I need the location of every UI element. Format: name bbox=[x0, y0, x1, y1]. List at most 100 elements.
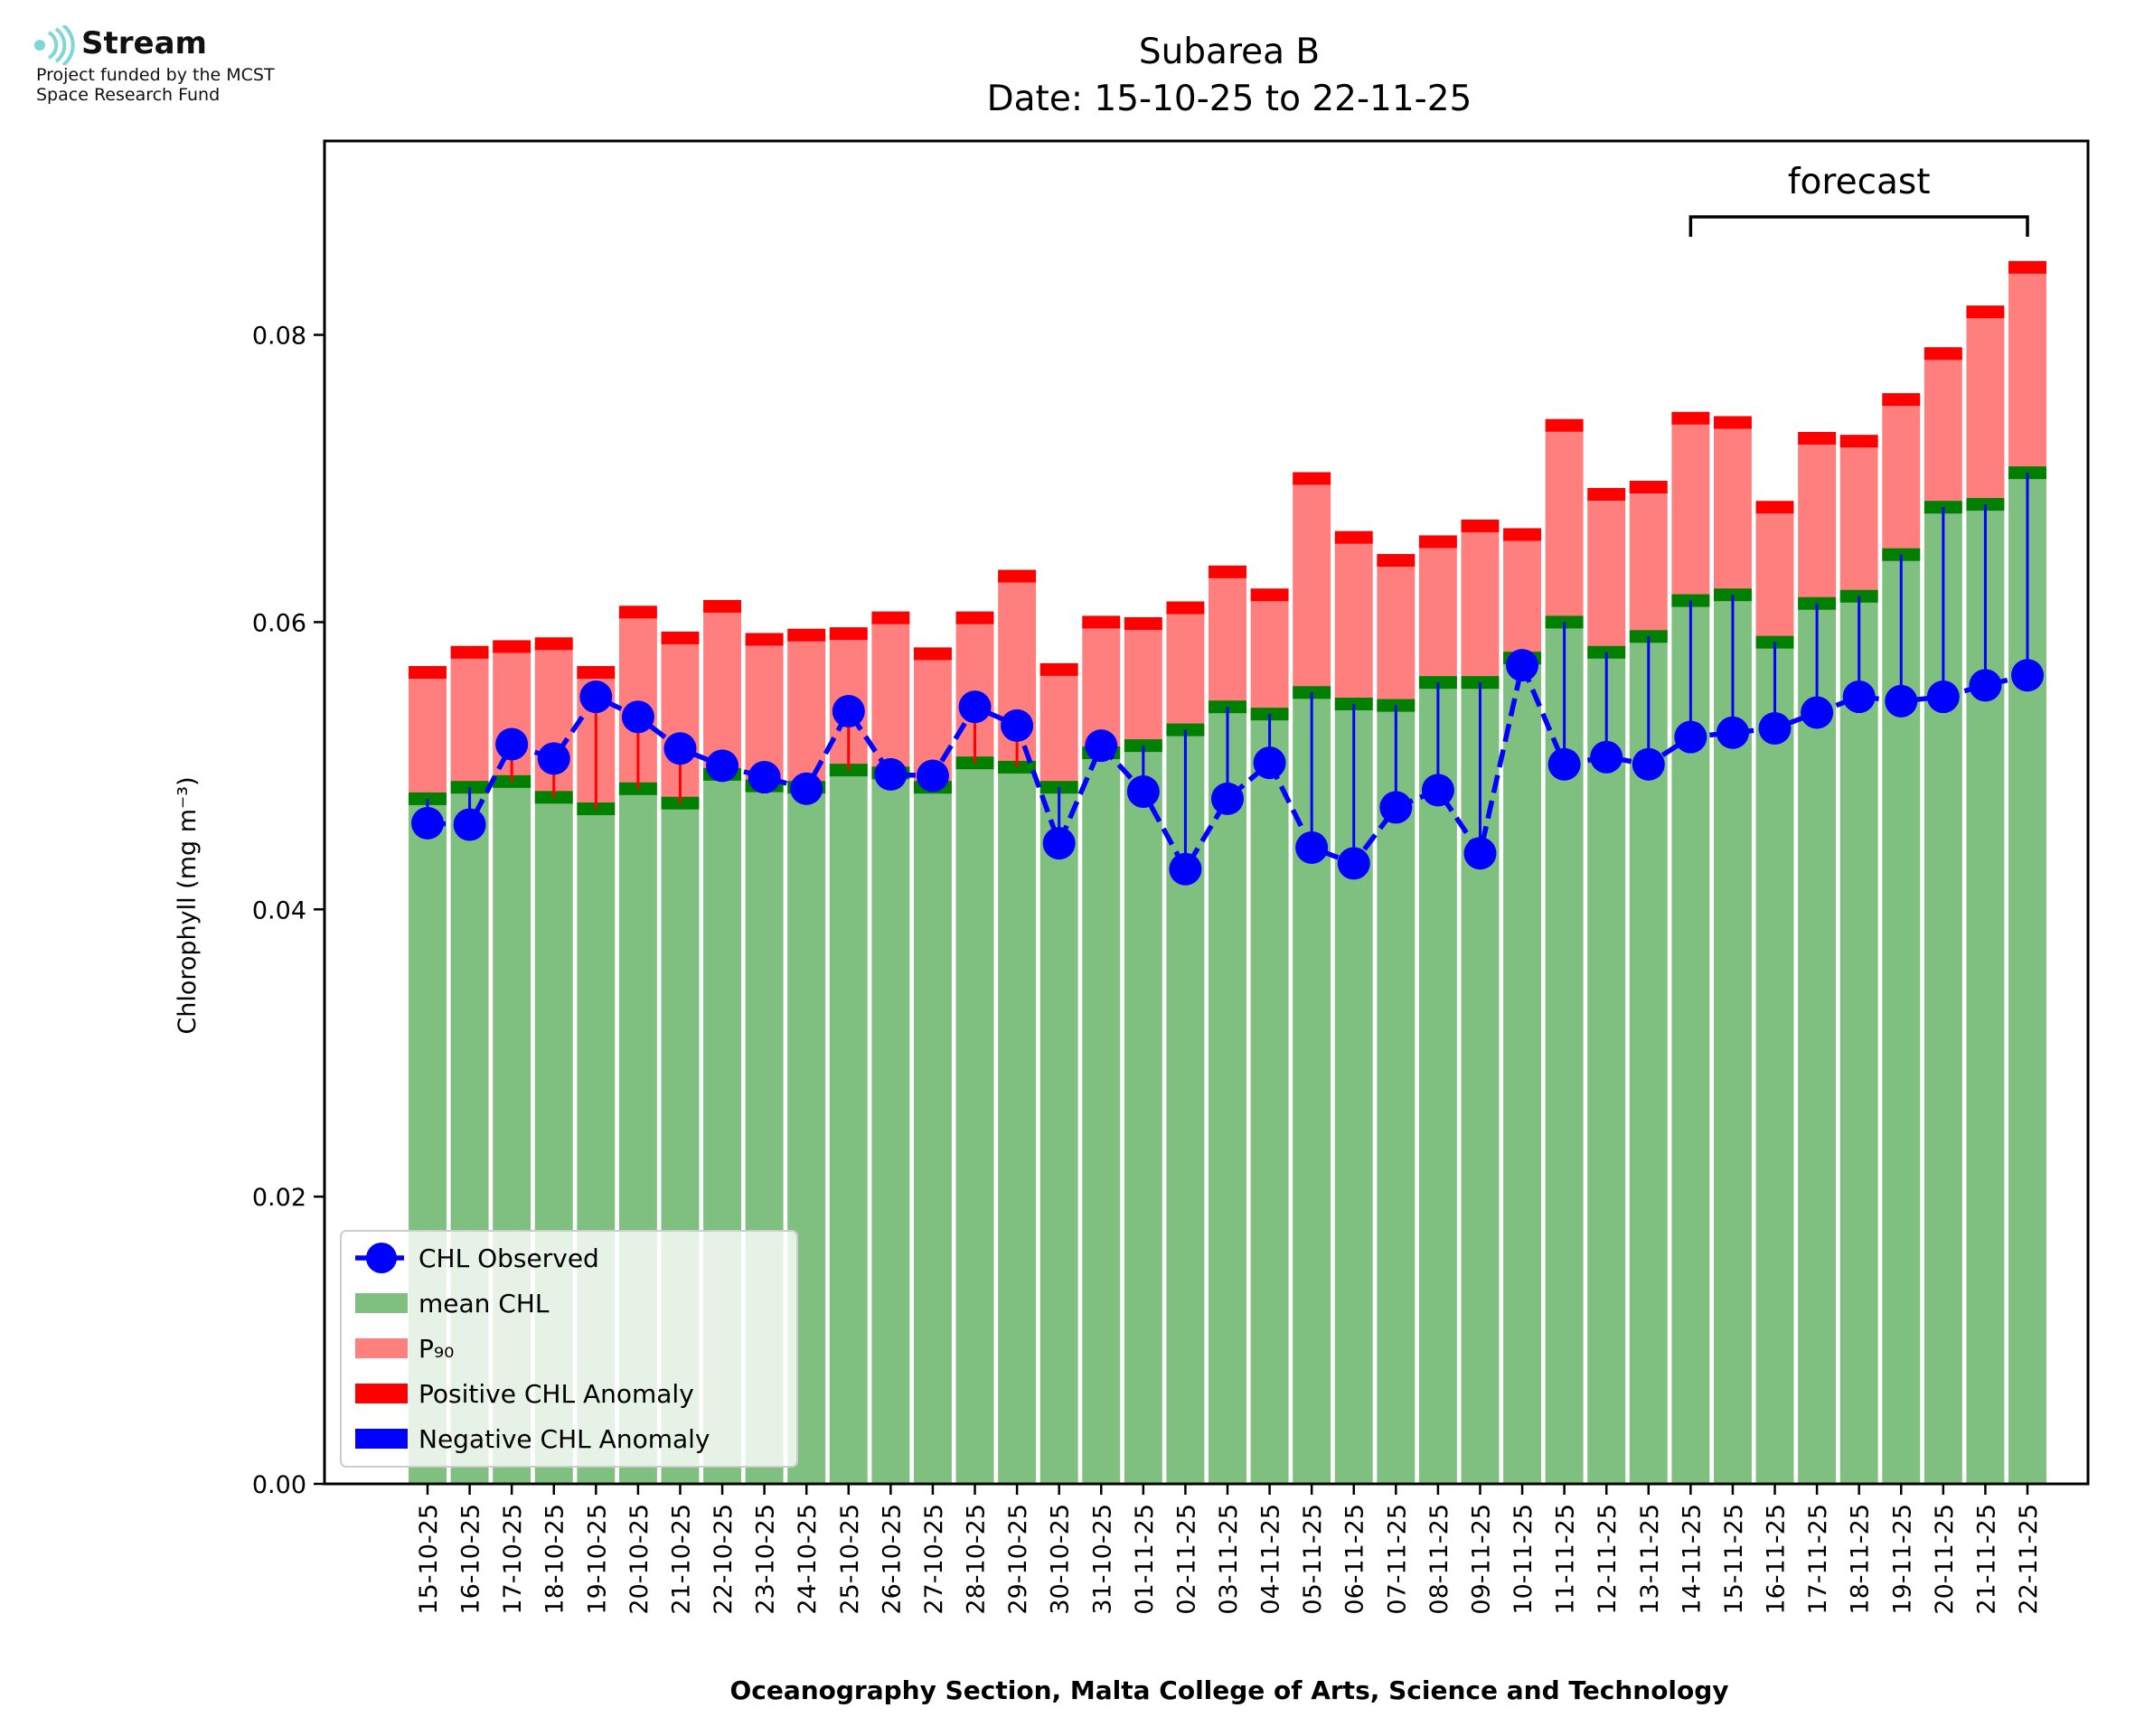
mean-bar bbox=[913, 787, 952, 1484]
p90-cap bbox=[618, 605, 657, 619]
mean-bar bbox=[1418, 682, 1457, 1484]
p90-bar bbox=[1039, 669, 1078, 788]
observed-point bbox=[1547, 747, 1581, 781]
x-tick-label: 06-11-25 bbox=[1341, 1504, 1369, 1615]
legend-label: Positive CHL Anomaly bbox=[419, 1379, 694, 1409]
p90-cap bbox=[1839, 435, 1878, 448]
legend-swatch bbox=[355, 1429, 408, 1449]
logo-line-1: Project funded by the MCST bbox=[36, 65, 275, 85]
x-tick-label: 22-10-25 bbox=[710, 1504, 738, 1615]
x-tick-label: 26-10-25 bbox=[878, 1504, 906, 1615]
x-tick-label: 02-11-25 bbox=[1172, 1504, 1200, 1615]
observed-point bbox=[1674, 720, 1707, 754]
p90-bar bbox=[703, 605, 742, 774]
p90-bar bbox=[871, 617, 910, 774]
chart-subtitle: Date: 15-10-25 to 22-11-25 bbox=[987, 79, 1472, 119]
observed-point bbox=[874, 757, 908, 791]
y-axis-label: Chlorophyll (mg m⁻³) bbox=[174, 776, 202, 1034]
y-tick-label: 0.06 bbox=[252, 609, 306, 637]
p90-bar bbox=[1924, 353, 1962, 508]
observed-point bbox=[1463, 837, 1497, 870]
mean-bar bbox=[1124, 746, 1162, 1484]
observed-point bbox=[1842, 680, 1876, 714]
mean-bar bbox=[1798, 603, 1837, 1484]
p90-bar bbox=[1418, 541, 1457, 683]
observed-point bbox=[1085, 729, 1118, 763]
observed-point bbox=[453, 808, 486, 841]
legend-label: P₉₀ bbox=[419, 1334, 454, 1364]
observed-point bbox=[1337, 847, 1370, 880]
stream-logo: Stream Project funded by the MCST Space … bbox=[33, 23, 340, 123]
x-tick-label: 22-11-25 bbox=[2015, 1504, 2043, 1615]
x-tick-label: 12-11-25 bbox=[1594, 1504, 1622, 1615]
p90-cap bbox=[1377, 554, 1416, 568]
x-tick-label: 11-11-25 bbox=[1552, 1504, 1580, 1615]
p90-cap bbox=[1545, 418, 1584, 432]
observed-point bbox=[1421, 774, 1454, 807]
observed-point bbox=[621, 700, 654, 734]
observed-point bbox=[1126, 774, 1160, 808]
legend-swatch bbox=[355, 1338, 408, 1358]
mean-bar bbox=[1377, 705, 1416, 1484]
p90-cap bbox=[661, 631, 700, 644]
p90-cap bbox=[1039, 662, 1078, 676]
logo-brand: Stream bbox=[81, 25, 207, 61]
p90-bar bbox=[1166, 607, 1205, 730]
p90-bar bbox=[409, 672, 447, 799]
observed-point bbox=[1590, 740, 1623, 774]
p90-cap bbox=[1082, 615, 1121, 629]
p90-cap bbox=[1503, 528, 1542, 541]
y-tick-label: 0.04 bbox=[252, 896, 306, 924]
observed-line-layer bbox=[411, 649, 2044, 886]
mean-bar bbox=[998, 766, 1037, 1484]
x-tick-label: 16-11-25 bbox=[1763, 1504, 1791, 1615]
chart-title: Subarea B bbox=[1139, 32, 1320, 72]
observed-point bbox=[1379, 791, 1413, 824]
p90-bar bbox=[1713, 422, 1752, 596]
p90-bar bbox=[1209, 571, 1246, 708]
p90-cap bbox=[955, 611, 994, 624]
x-tick-label: 14-11-25 bbox=[1678, 1504, 1706, 1615]
observed-point bbox=[1716, 716, 1749, 749]
observed-point bbox=[537, 742, 570, 775]
observed-point bbox=[579, 680, 613, 714]
p90-bar bbox=[1124, 624, 1162, 746]
legend-swatch bbox=[355, 1384, 408, 1403]
observed-point bbox=[495, 727, 529, 761]
x-tick-label: 19-10-25 bbox=[583, 1504, 611, 1615]
x-tick-label: 20-10-25 bbox=[626, 1504, 654, 1615]
observed-point bbox=[916, 759, 949, 793]
p90-cap bbox=[745, 633, 784, 646]
x-tick-label: 05-11-25 bbox=[1299, 1504, 1327, 1615]
p90-bar bbox=[450, 652, 489, 788]
x-tick-label: 01-11-25 bbox=[1131, 1504, 1159, 1615]
p90-cap bbox=[493, 640, 531, 653]
legend-swatch bbox=[355, 1293, 408, 1313]
observed-point bbox=[1969, 669, 2002, 702]
x-tick-label: 04-11-25 bbox=[1257, 1504, 1285, 1615]
observed-point bbox=[1042, 827, 1076, 860]
x-tick-label: 28-10-25 bbox=[963, 1504, 991, 1615]
observed-point bbox=[958, 690, 992, 724]
mean-bar bbox=[1503, 658, 1542, 1484]
p90-cap bbox=[409, 666, 447, 680]
p90-cap bbox=[998, 569, 1037, 583]
observed-point bbox=[706, 749, 739, 783]
observed-point bbox=[1885, 684, 1918, 718]
p90-cap bbox=[1671, 411, 1710, 425]
p90-bar bbox=[1671, 418, 1710, 601]
x-tick-label: 23-10-25 bbox=[752, 1504, 780, 1615]
p90-cap bbox=[913, 647, 952, 661]
p90-cap bbox=[2008, 260, 2046, 274]
p90-cap bbox=[1755, 501, 1794, 514]
mean-bar bbox=[1209, 707, 1246, 1484]
p90-cap bbox=[450, 645, 489, 659]
p90-cap bbox=[1250, 588, 1289, 602]
observed-point bbox=[663, 732, 697, 765]
observed-point bbox=[1253, 746, 1286, 780]
p90-bar bbox=[1966, 312, 2005, 505]
p90-cap bbox=[1334, 530, 1373, 544]
p90-bar bbox=[1334, 537, 1373, 705]
legend-label: CHL Observed bbox=[419, 1243, 599, 1273]
